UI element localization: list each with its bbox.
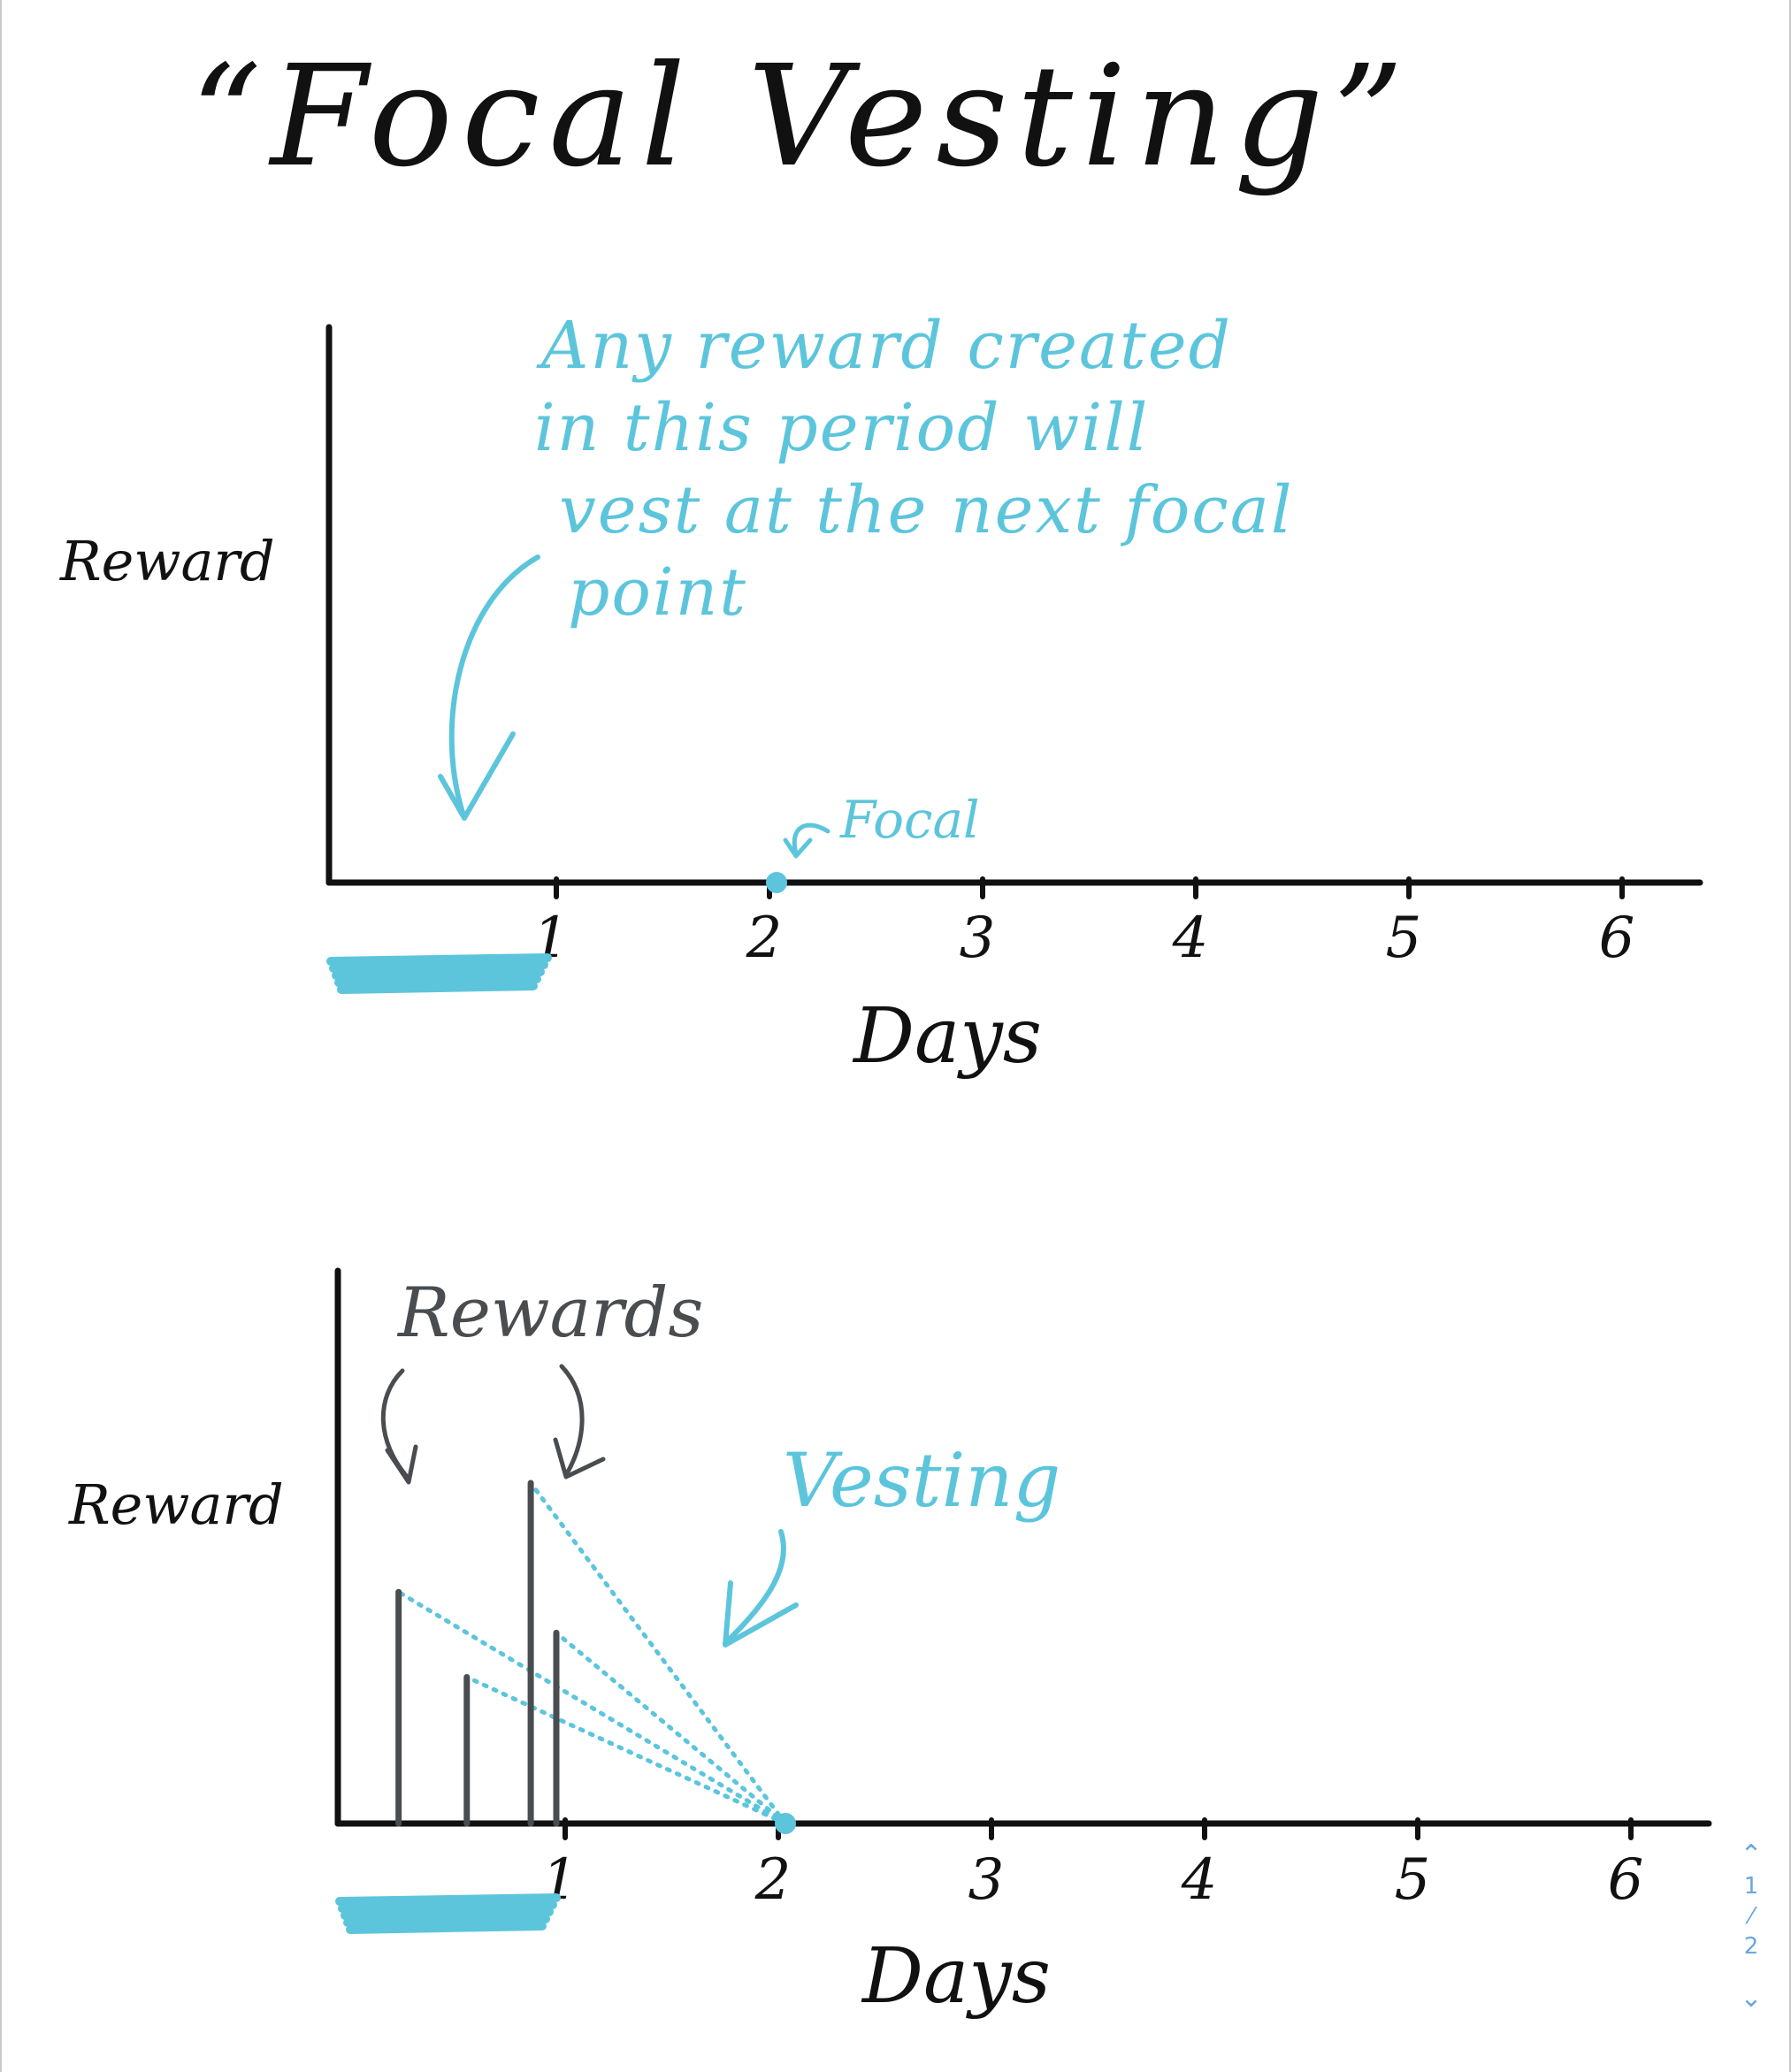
focal-label: Focal xyxy=(840,790,980,850)
annotation-line-2: in this period will xyxy=(534,390,1150,466)
highlight-stroke xyxy=(334,975,541,987)
vesting-line xyxy=(528,1480,788,1826)
tick-label: 4 xyxy=(1181,1847,1218,1913)
highlight-stroke xyxy=(332,967,545,980)
tick-label: 4 xyxy=(1172,906,1209,971)
chart2-ylabel: Reward xyxy=(69,1472,284,1537)
focal-point xyxy=(775,1813,796,1834)
rewards-label: Rewards xyxy=(398,1273,704,1353)
highlight-stroke xyxy=(341,1908,554,1920)
rewards-arrowhead-right xyxy=(553,1437,606,1479)
tick-label: 5 xyxy=(1395,1847,1431,1913)
chevron-up-icon[interactable]: ⌃ xyxy=(1740,1839,1763,1870)
highlight-stroke xyxy=(326,953,552,966)
highlight-stroke xyxy=(346,1922,547,1934)
vesting-line xyxy=(554,1630,788,1826)
tick-label: 6 xyxy=(1599,906,1635,971)
highlight-stroke xyxy=(329,960,548,973)
vesting-line xyxy=(396,1589,788,1826)
annotation-arrow xyxy=(448,554,540,821)
chevron-down-icon[interactable]: ⌄ xyxy=(1740,1983,1763,2014)
vesting-label: Vesting xyxy=(783,1437,1061,1524)
page-separator-icon: ⁄ xyxy=(1749,1903,1754,1930)
tick-label: 6 xyxy=(1608,1847,1644,1913)
highlight-stroke xyxy=(335,1893,561,1906)
focal-point xyxy=(766,872,787,893)
vesting-arrowhead xyxy=(723,1580,799,1648)
vesting-line xyxy=(464,1674,788,1826)
tick-label: 2 xyxy=(754,1847,792,1913)
tick-label: 3 xyxy=(960,906,996,971)
page-navigator: ⌃ 1 ⁄ 2 ⌄ xyxy=(1734,1839,1769,2015)
chart1-annotation: Any reward created in this period will v… xyxy=(534,305,1294,634)
annotation-line-3: vest at the next focal xyxy=(559,472,1294,548)
annotation-line-1: Any reward created xyxy=(541,308,1232,384)
focal-arrowhead xyxy=(783,837,813,859)
vesting-arrow xyxy=(723,1529,786,1646)
highlight-stroke xyxy=(343,1915,550,1927)
rewards-arrowhead-left xyxy=(385,1444,418,1485)
tick-label: 2 xyxy=(746,906,783,971)
current-page: 1 xyxy=(1743,1873,1759,1900)
chart1-xlabel: Days xyxy=(853,992,1042,1081)
annotation-arrowhead xyxy=(438,731,516,821)
tick-label: 5 xyxy=(1386,906,1422,971)
highlight-stroke xyxy=(337,982,538,994)
chart1-ylabel: Reward xyxy=(60,529,275,593)
focal-arrow xyxy=(792,822,830,856)
tick-label: 3 xyxy=(968,1847,1005,1913)
chart2-xlabel: Days xyxy=(862,1932,1051,2021)
total-pages: 2 xyxy=(1743,1933,1759,1960)
rewards-arrow-right xyxy=(559,1364,585,1478)
page-title: “Focal Vesting” xyxy=(190,35,1413,198)
highlight-stroke xyxy=(338,1900,557,1913)
annotation-line-4: point xyxy=(568,554,747,631)
